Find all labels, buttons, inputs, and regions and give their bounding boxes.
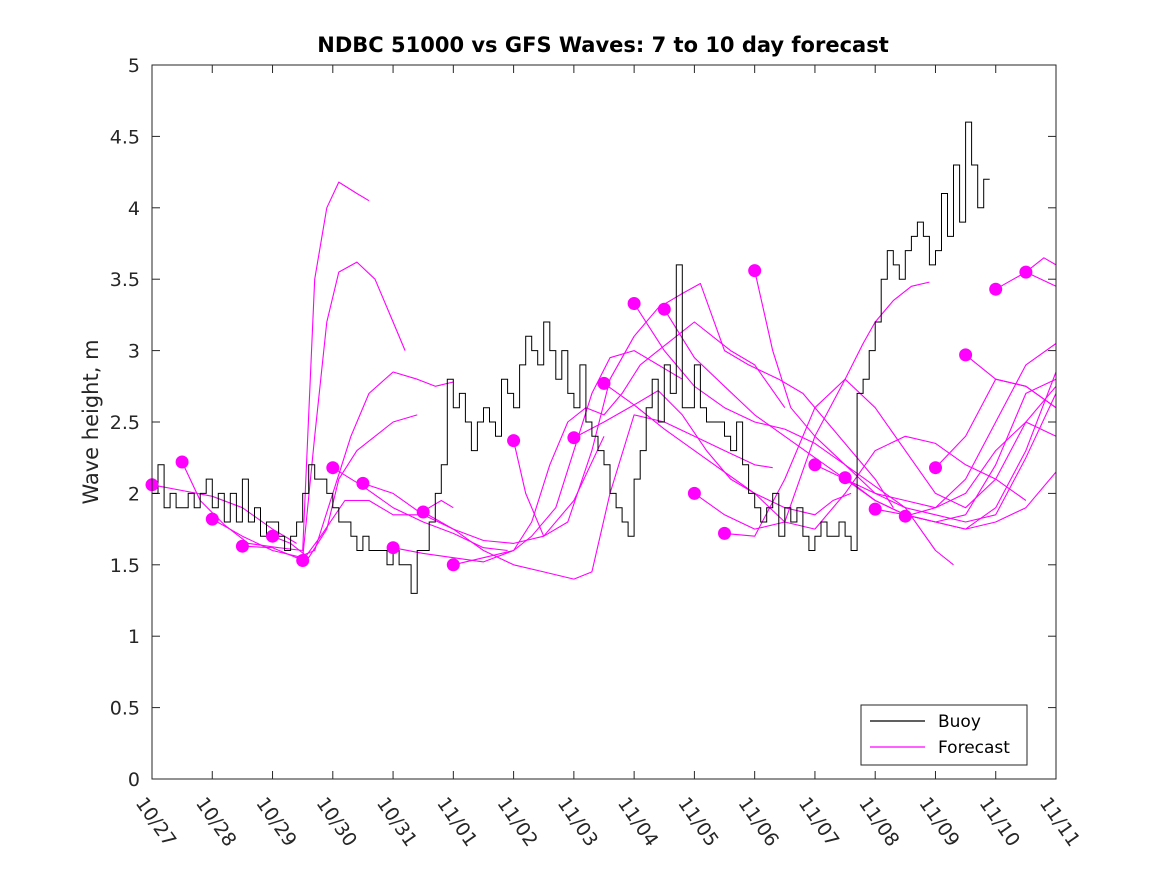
forecast-marker <box>446 558 460 572</box>
forecast-marker <box>748 264 762 278</box>
forecast-line <box>422 414 773 580</box>
forecast-marker <box>296 554 310 567</box>
y-tick-label: 3.5 <box>110 269 140 291</box>
forecast-marker <box>175 455 189 469</box>
y-tick-label: 1 <box>128 626 140 648</box>
y-tick-label: 4 <box>128 198 140 220</box>
y-tick-label: 0.5 <box>110 698 140 720</box>
forecast-line <box>392 350 683 563</box>
forecast-marker <box>868 502 882 516</box>
forecast-line <box>1025 257 1057 273</box>
forecast-marker <box>838 471 852 485</box>
forecast-marker <box>205 512 219 526</box>
forecast-marker <box>266 529 279 543</box>
forecast-marker <box>929 461 942 475</box>
y-tick-label: 1.5 <box>110 555 140 577</box>
forecast-line <box>844 371 1057 530</box>
forecast-marker <box>718 526 731 540</box>
forecast-marker <box>567 431 581 445</box>
forecast-line <box>965 354 1057 409</box>
forecast-line <box>212 261 406 559</box>
y-tick-label: 4.5 <box>110 126 140 148</box>
forecast-line <box>573 390 852 516</box>
forecast-line <box>754 270 1057 509</box>
forecast-line <box>242 371 454 559</box>
forecast-marker <box>1019 265 1033 279</box>
forecast-line <box>603 382 1027 530</box>
forecast-marker <box>235 539 249 553</box>
buoy-line-group <box>152 121 990 594</box>
forecast-marker <box>356 476 370 490</box>
y-tick-label: 2.5 <box>110 412 140 434</box>
y-axis-title: Wave height, m <box>79 339 103 504</box>
buoy-line <box>152 121 990 594</box>
legend: Buoy Forecast <box>860 704 1028 766</box>
forecast-line <box>513 282 894 537</box>
forecast-marker <box>416 505 430 519</box>
forecast-line <box>814 393 1057 523</box>
forecast-marker <box>326 461 340 475</box>
legend-box <box>860 704 1028 766</box>
forecast-marker <box>597 376 611 390</box>
forecast-line <box>272 414 418 559</box>
forecast-markers <box>145 264 1033 572</box>
forecast-marker <box>808 458 822 472</box>
forecast-marker <box>898 509 912 523</box>
forecast-line <box>453 321 786 566</box>
y-tick-label: 3 <box>128 341 140 363</box>
forecast-line <box>724 378 1057 537</box>
y-tick-label: 0 <box>128 769 140 791</box>
plot-frame <box>151 64 1057 780</box>
legend-label-buoy: Buoy <box>938 712 981 732</box>
chart-title: NDBC 51000 vs GFS Waves: 7 to 10 day for… <box>317 33 888 57</box>
forecast-marker <box>627 297 641 310</box>
forecast-line <box>302 499 454 561</box>
y-tick-label: 2 <box>128 483 140 505</box>
forecast-marker <box>687 486 701 500</box>
forecast-marker <box>386 541 400 555</box>
forecast-line <box>905 421 1057 517</box>
forecast-marker <box>959 348 973 362</box>
forecast-marker <box>507 434 521 448</box>
legend-label-forecast: Forecast <box>938 738 1010 758</box>
forecast-line <box>663 308 1057 530</box>
forecast-marker <box>657 302 671 316</box>
forecast-marker <box>989 282 1003 296</box>
forecast-line <box>362 436 605 544</box>
y-tick-label: 5 <box>128 55 140 77</box>
y-axis: 0 0.5 1 1.5 2 2.5 3 3.5 4 4.5 5 <box>110 55 1056 791</box>
